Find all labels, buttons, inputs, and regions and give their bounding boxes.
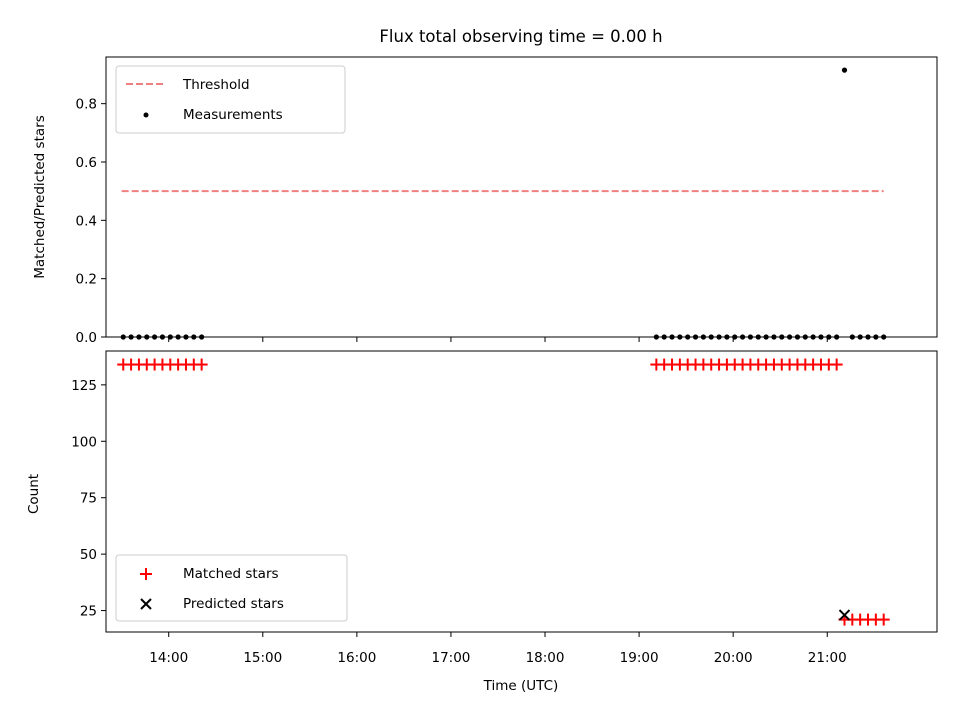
bottom-y-tick-label: 50: [80, 547, 97, 563]
bottom-legend: Matched stars Predicted stars: [115, 554, 348, 622]
top-y-ticks: 0.0 0.2 0.4 0.6 0.8: [76, 97, 106, 346]
matched-star-point: [195, 358, 208, 371]
x-axis-label: Time (UTC): [483, 678, 559, 694]
top-panel: Flux total observing time = 0.00 h Match…: [32, 27, 938, 346]
bottom-x-tick-label: 16:00: [337, 650, 376, 666]
bottom-x-tick-label: 18:00: [526, 650, 565, 666]
top-y-tick-label: 0.0: [76, 330, 97, 346]
bottom-panel: Count Time (UTC) 25 50 75 100 125 14:00 15:00…: [26, 350, 938, 694]
predicted-star-point: [838, 609, 851, 621]
bottom-x-tick-label: 14:00: [149, 650, 188, 666]
top-y-tick-label: 0.4: [76, 213, 97, 229]
bottom-y-tick-label: 75: [80, 491, 97, 507]
bottom-y-tick-label: 25: [80, 604, 97, 620]
legend-threshold-label: Threshold: [182, 77, 250, 93]
bottom-y-tick-label: 125: [71, 378, 97, 394]
legend-measurements-label: Measurements: [183, 107, 283, 123]
bottom-axes-frame: [105, 350, 938, 633]
legend-cross-icon: [140, 598, 152, 610]
top-x-ticks: [168, 337, 828, 342]
top-legend-box: [115, 65, 346, 134]
top-y-axis-label: Matched/Predicted stars: [32, 115, 48, 278]
bottom-y-ticks: 25 50 75 100 125: [71, 378, 106, 620]
matched-star-point: [830, 358, 843, 371]
top-y-tick-label: 0.8: [76, 97, 97, 113]
bottom-legend-box: [115, 554, 348, 622]
bottom-y-axis-label: Count: [26, 474, 42, 514]
legend-predicted-label: Predicted stars: [183, 596, 284, 612]
legend-matched-label: Matched stars: [183, 566, 279, 582]
bottom-x-tick-label: 15:00: [243, 650, 282, 666]
top-axes-frame: [105, 56, 938, 338]
top-legend: Threshold Measurements: [115, 65, 346, 134]
bottom-plot-area: [117, 358, 890, 626]
bottom-x-tick-label: 20:00: [714, 650, 753, 666]
matched-star-point: [877, 613, 890, 626]
legend-plus-icon: [140, 568, 152, 580]
bottom-y-tick-label: 100: [71, 434, 97, 450]
bottom-x-tick-label: 21:00: [808, 650, 847, 666]
bottom-x-tick-label: 17:00: [431, 650, 470, 666]
chart-title: Flux total observing time = 0.00 h: [379, 27, 662, 46]
measurement-point: [841, 67, 848, 73]
bottom-x-ticks: 14:00 15:00 16:00 17:00 18:00 19:00 20:00 21:00: [149, 632, 847, 666]
legend-measurement-dot-icon: [143, 112, 149, 118]
bottom-x-tick-label: 19:00: [620, 650, 659, 666]
top-y-tick-label: 0.6: [76, 155, 97, 171]
top-y-tick-label: 0.2: [76, 272, 97, 288]
